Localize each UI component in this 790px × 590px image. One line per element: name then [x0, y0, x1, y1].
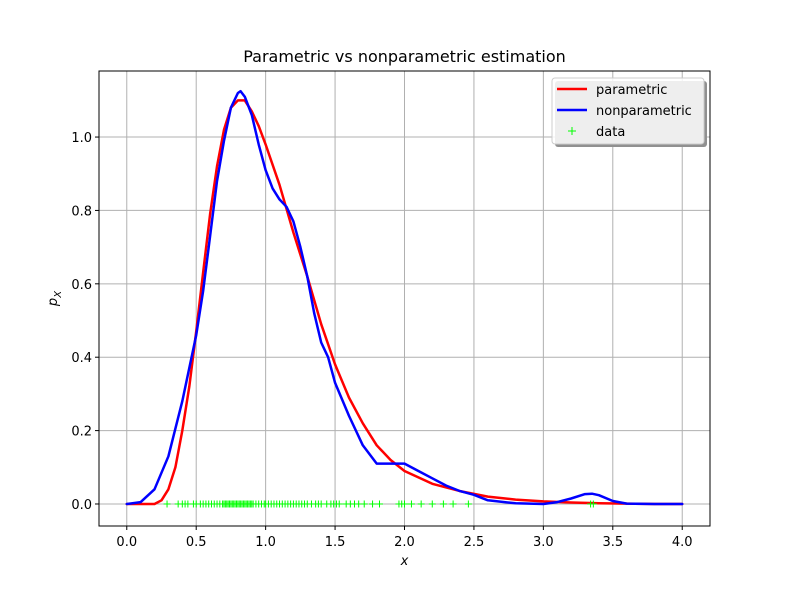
- y-tick-label: 0.0: [71, 498, 92, 513]
- x-tick-label: 0.0: [116, 535, 137, 550]
- data-point: [589, 500, 597, 508]
- legend-label-parametric: parametric: [596, 83, 667, 98]
- data-point: [428, 500, 436, 508]
- y-tick-label: 0.4: [71, 351, 92, 366]
- x-tick-label: 0.5: [186, 535, 207, 550]
- x-tick-label: 1.5: [325, 535, 346, 550]
- x-tick-label: 3.0: [533, 535, 554, 550]
- legend: parametric nonparametric data: [551, 77, 707, 147]
- series-line-nonparametric: [125, 89, 684, 506]
- legend-label-nonparametric: nonparametric: [596, 104, 692, 119]
- data-point: [335, 500, 343, 508]
- series-layer: [125, 89, 684, 508]
- x-tick-label: 1.0: [255, 535, 276, 550]
- data-point: [376, 500, 384, 508]
- x-tick-label: 2.5: [464, 535, 485, 550]
- x-tick-label: 2.0: [394, 535, 415, 550]
- legend-box: [551, 77, 705, 145]
- y-tick-label: 1.0: [71, 131, 92, 146]
- x-tick-label: 3.5: [602, 535, 623, 550]
- data-point: [360, 500, 368, 508]
- x-tick-label: 4.0: [672, 535, 693, 550]
- legend-label-data: data: [596, 125, 625, 140]
- data-point: [417, 500, 425, 508]
- data-point: [401, 500, 408, 508]
- data-point: [163, 500, 171, 508]
- y-axis-label-subscript: X: [53, 290, 64, 299]
- y-tick-label: 0.2: [71, 425, 92, 440]
- data-point: [407, 500, 415, 508]
- ticks: 0.0 0.5 1.0 1.5 2.0 2.5 3.0 3.5 4.0 0.0 0.2 0.4 0.6 0…: [71, 131, 692, 550]
- chart-title: Parametric vs nonparametric estimation: [243, 47, 566, 66]
- y-axis-label: pX: [46, 290, 64, 307]
- y-tick-label: 0.6: [71, 278, 92, 293]
- data-point: [449, 500, 457, 508]
- y-tick-label: 0.8: [71, 204, 92, 219]
- data-point: [464, 500, 472, 508]
- x-axis-label: x: [400, 554, 409, 569]
- data-point: [439, 500, 447, 508]
- data-point: [369, 500, 377, 508]
- y-axis-label-main: p: [46, 298, 61, 307]
